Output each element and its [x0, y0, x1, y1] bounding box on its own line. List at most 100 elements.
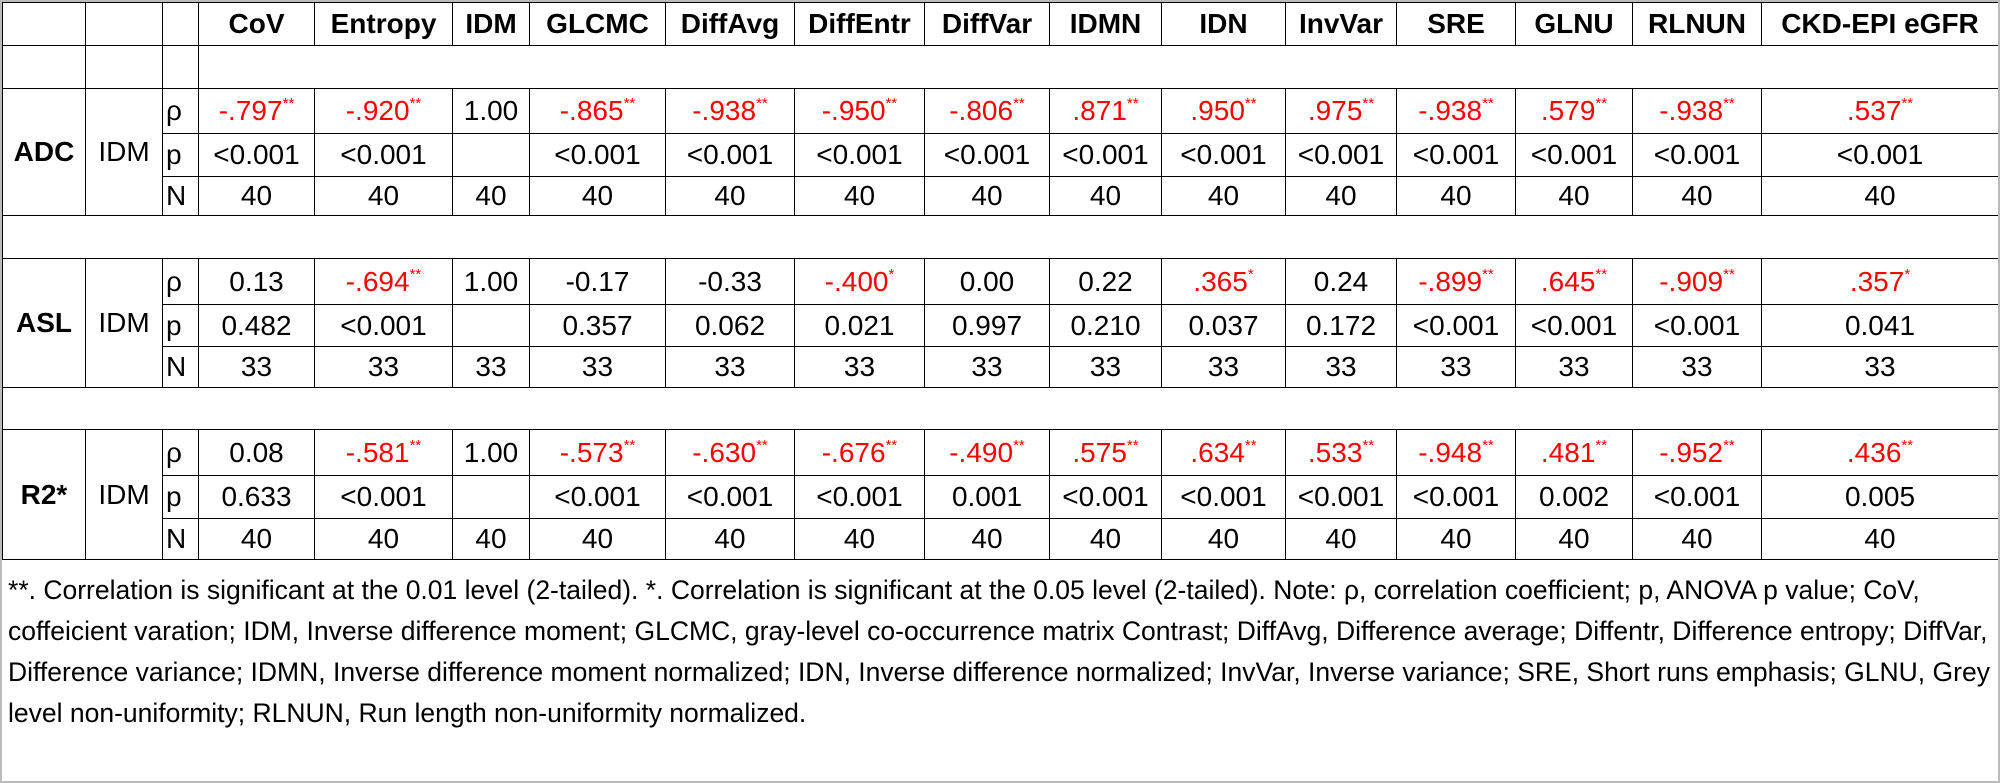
significant-value-cell: -.909** [1632, 258, 1762, 305]
significance-marker: * [1904, 265, 1911, 283]
value-cell: 40 [1761, 518, 1998, 560]
value-cell: <0.001 [1515, 304, 1633, 347]
value-cell: 40 [1396, 176, 1516, 216]
value: -.950 [821, 95, 886, 126]
value: -.490 [949, 436, 1014, 468]
value-cell: <0.001 [794, 475, 925, 519]
empty-cell [85, 2, 163, 46]
significant-value-cell: -.581** [314, 429, 453, 476]
significance-marker: ** [1723, 436, 1735, 454]
significant-value-cell: -.938** [665, 88, 795, 134]
significant-value-cell: .634** [1161, 429, 1286, 476]
value-cell: 40 [1515, 176, 1633, 216]
column-header: DiffEntr [794, 2, 925, 46]
stat-label: N [162, 518, 199, 560]
column-header: Entropy [314, 2, 453, 46]
header-row: CoV Entropy IDM GLCMC DiffAvg DiffEntr DiffVar… [2, 2, 1998, 46]
value-cell: 33 [198, 346, 315, 388]
value-cell: 40 [665, 518, 795, 560]
significance-marker: ** [1244, 95, 1257, 112]
value-cell: <0.001 [314, 475, 453, 519]
significance-marker: ** [1595, 95, 1608, 112]
column-header: IDM [452, 2, 530, 46]
significance-marker: ** [1482, 95, 1494, 112]
spacer-row [2, 215, 1998, 259]
column-header: InvVar [1285, 2, 1397, 46]
value: .537 [1846, 95, 1902, 126]
column-header: SRE [1396, 2, 1516, 46]
significance-marker: ** [885, 95, 898, 112]
column-header: CoV [198, 2, 315, 46]
value-cell: 33 [1049, 346, 1162, 388]
value-cell: 0.037 [1161, 304, 1286, 347]
significant-value-cell: -.865** [529, 88, 666, 134]
value: .871 [1072, 95, 1127, 126]
value-cell: <0.001 [1632, 133, 1762, 177]
significance-marker: ** [885, 436, 898, 454]
value: -.630 [692, 436, 757, 468]
value-cell: <0.001 [529, 133, 666, 177]
value-cell: <0.001 [665, 133, 795, 177]
significant-value-cell: -.938** [1632, 88, 1762, 134]
significant-value-cell: -.797** [198, 88, 315, 134]
value-cell: 0.005 [1761, 475, 1998, 519]
significant-value-cell: .481** [1515, 429, 1633, 476]
value: .533 [1307, 436, 1363, 468]
significance-marker: ** [282, 95, 295, 112]
table-body: CoV Entropy IDM GLCMC DiffAvg DiffEntr DiffVar… [2, 2, 1998, 560]
value-cell: <0.001 [529, 475, 666, 519]
column-header: CKD-EPI eGFR [1761, 2, 1998, 46]
value: -.920 [345, 95, 410, 126]
value-cell: <0.001 [314, 304, 453, 347]
value: .357 [1849, 265, 1905, 297]
value-cell: <0.001 [1632, 304, 1762, 347]
significance-marker: * [1247, 265, 1254, 283]
significant-value-cell: -.490** [924, 429, 1050, 476]
data-row: N 40 40 40 40 40 40 40 40 40 40 40 40 40 40 [3, 176, 1998, 216]
empty-cell [452, 304, 530, 347]
value-cell: 40 [794, 518, 925, 560]
value-cell: <0.001 [1161, 475, 1286, 519]
value: -.694 [345, 265, 410, 297]
significance-marker: ** [1013, 436, 1025, 454]
value-cell: 0.08 [198, 429, 315, 476]
footnote: **. Correlation is significant at the 0.… [8, 575, 1990, 728]
value: .579 [1540, 95, 1596, 126]
value-cell: 0.172 [1285, 304, 1397, 347]
significant-value-cell: .575** [1049, 429, 1162, 476]
stat-label: p [162, 304, 199, 347]
feature-label: IDM [85, 258, 163, 388]
value-cell: 40 [529, 176, 666, 216]
value: .950 [1190, 95, 1245, 126]
value: .436 [1846, 436, 1902, 468]
value-cell: 33 [1396, 346, 1516, 388]
significant-value-cell: -.806** [924, 88, 1050, 134]
significant-value-cell: -.630** [665, 429, 795, 476]
significant-value-cell: .645** [1515, 258, 1633, 305]
significant-value-cell: -.573** [529, 429, 666, 476]
feature-label: IDM [85, 88, 163, 216]
value-cell: 40 [529, 518, 666, 560]
value-cell: 40 [1161, 518, 1286, 560]
value-cell: 0.002 [1515, 475, 1633, 519]
value-cell: 33 [314, 346, 453, 388]
value: .481 [1540, 436, 1596, 468]
significant-value-cell: .871** [1049, 88, 1162, 134]
significant-value-cell: -.400* [794, 258, 925, 305]
value-cell: 1.00 [452, 258, 530, 305]
significance-marker: ** [1723, 265, 1735, 283]
value-cell: 0.997 [924, 304, 1050, 347]
significance-marker: ** [1362, 95, 1375, 112]
column-header: GLCMC [529, 2, 666, 46]
significant-value-cell: .533** [1285, 429, 1397, 476]
empty-cell [452, 133, 530, 177]
column-header: RLNUN [1632, 2, 1762, 46]
value-cell: 40 [1285, 518, 1397, 560]
column-header: GLNU [1515, 2, 1633, 46]
value-cell: <0.001 [1396, 133, 1516, 177]
value-cell: 33 [1161, 346, 1286, 388]
column-header: IDMN [1049, 2, 1162, 46]
column-header: IDN [1161, 2, 1286, 46]
value-cell: 40 [198, 518, 315, 560]
